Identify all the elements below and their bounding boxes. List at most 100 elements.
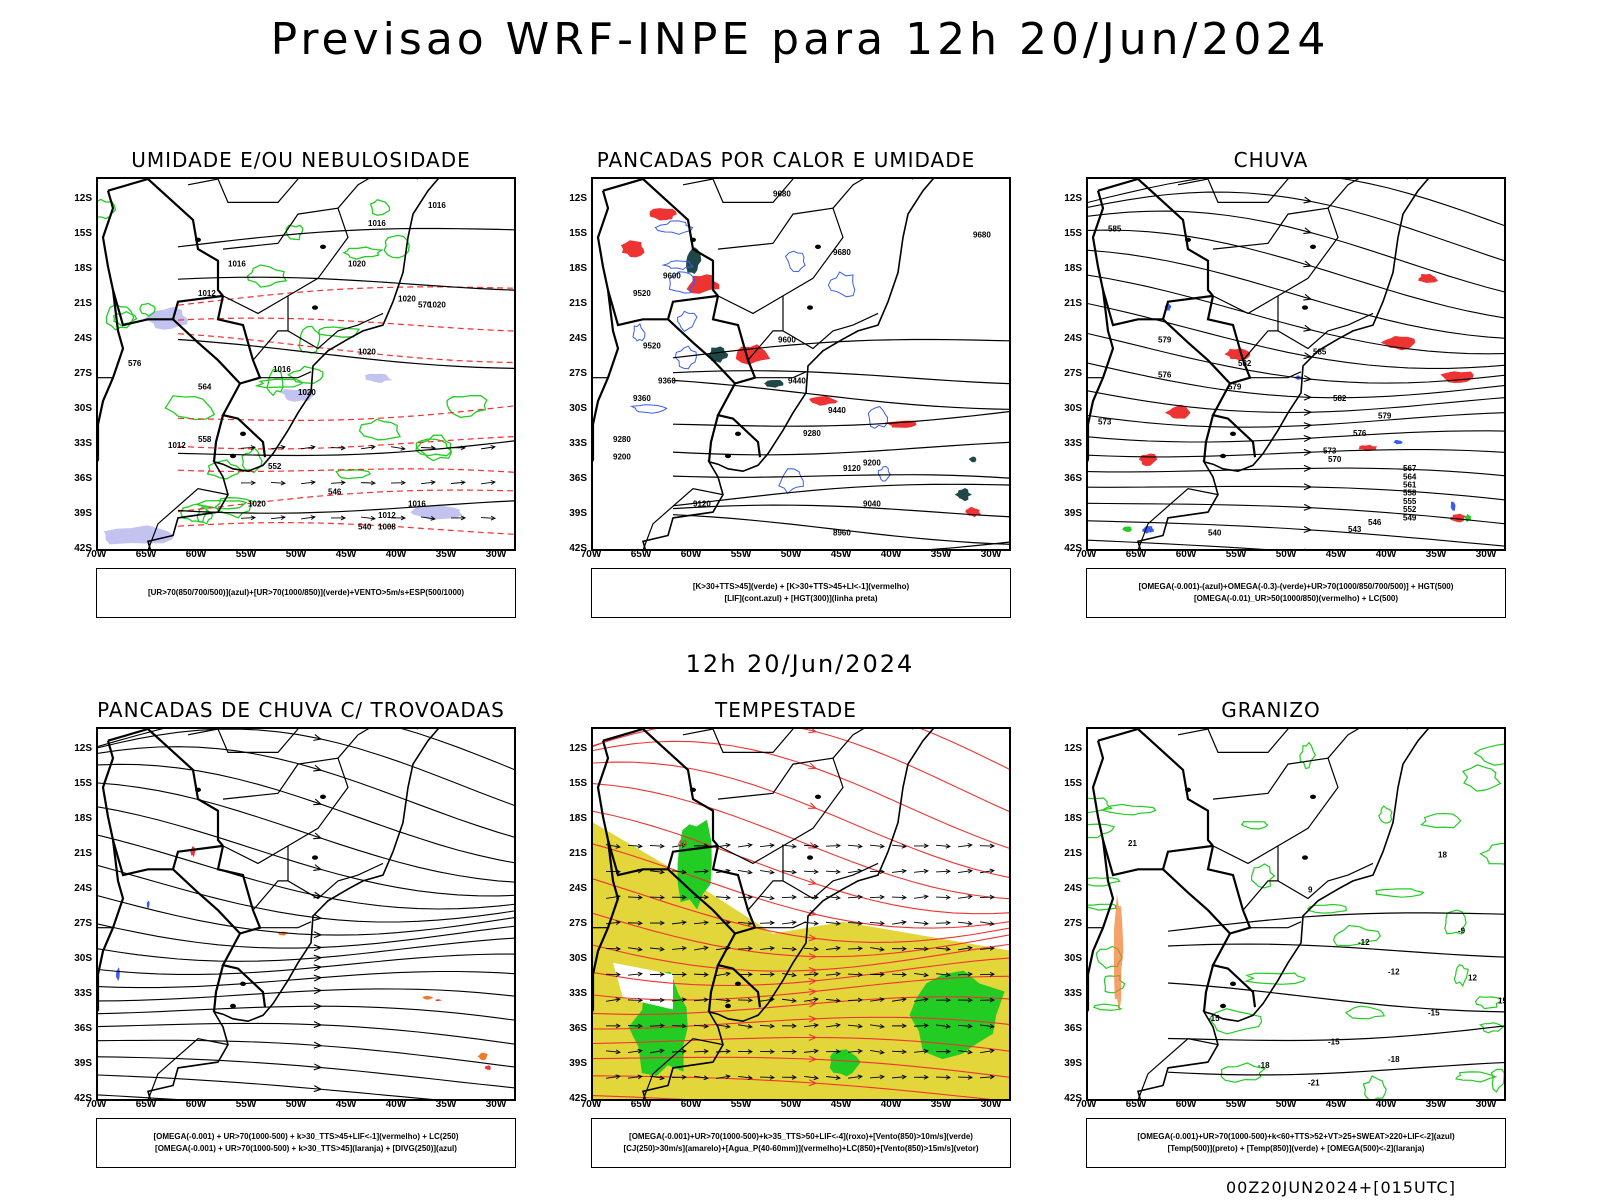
contour-label: 9280 (803, 429, 821, 438)
streamline (1088, 520, 1504, 547)
lon-tick-label: 50W (285, 1099, 307, 1110)
streamline (593, 957, 1009, 987)
contour-label: 9 (1308, 886, 1313, 895)
lake-marker (320, 794, 326, 799)
lon-tick-label: 50W (1275, 549, 1297, 560)
green-contour (1461, 764, 1502, 792)
lon-tick-label: 65W (135, 1099, 157, 1110)
wind-vector (979, 946, 995, 951)
border-line (101, 190, 173, 327)
streamline-arrow (313, 914, 323, 921)
streamline-arrow (1303, 548, 1313, 549)
lat-tick-label: 15S (1064, 228, 1082, 239)
lake-marker (690, 237, 696, 242)
wind-vector (958, 868, 973, 874)
streamline (593, 729, 1009, 770)
lake-marker (725, 453, 731, 459)
streamline (593, 1095, 687, 1099)
basemap (593, 729, 935, 1099)
lon-tick-label: 60W (680, 1099, 702, 1110)
green-contour (1375, 888, 1425, 898)
streamline-arrow (808, 762, 818, 770)
green-contour (1479, 842, 1504, 865)
green-contour (1420, 812, 1462, 829)
lon-tick-label: 50W (780, 1099, 802, 1110)
border-line (98, 839, 125, 1013)
red-rain-area (1440, 371, 1474, 383)
contour-label: -12 (1358, 938, 1370, 947)
contour-line (672, 504, 1009, 518)
wind-vector (420, 445, 436, 451)
lake-marker (725, 1003, 731, 1009)
lake-marker (230, 1003, 236, 1009)
contour-label: 1016 (228, 260, 246, 269)
border-line (1091, 190, 1163, 327)
green-contour (298, 325, 321, 354)
lat-tick-label: 18S (74, 263, 92, 274)
border-line (1202, 414, 1215, 462)
wind-vector (481, 480, 496, 485)
wind-vector (627, 1023, 643, 1029)
orange-storm-area (477, 1052, 488, 1061)
lake-marker (230, 453, 236, 459)
wind-vector (913, 868, 929, 874)
streamline-arrow (1303, 260, 1313, 268)
lake-marker (312, 855, 318, 860)
blue-contour (629, 404, 668, 414)
border-line (101, 740, 173, 877)
contour-label: 9440 (788, 377, 806, 386)
panel-title-pancadas-calor: PANCADAS POR CALOR E UMIDADE (596, 148, 976, 172)
wind-vector (649, 895, 666, 900)
green-contour (1088, 903, 1118, 911)
wind-vector (826, 1022, 841, 1028)
green-contour (286, 365, 324, 385)
streamline-arrow (313, 764, 323, 772)
streamline (98, 988, 514, 1002)
wind-vector (759, 971, 776, 977)
wind-vector (803, 843, 819, 849)
green-contour (415, 438, 453, 457)
wind-vector (649, 869, 665, 875)
streamline-arrow (808, 1000, 818, 1008)
border-line (1097, 179, 1214, 297)
wind-vector (693, 1049, 709, 1054)
lat-tick-label: 42S (569, 1093, 587, 1104)
border-line (602, 729, 719, 847)
lat-tick-label: 36S (74, 473, 92, 484)
lon-tick-label: 40W (880, 1099, 902, 1110)
blue-contour (778, 468, 804, 495)
contour-label: 579 (1158, 336, 1172, 345)
wind-vector (649, 920, 666, 926)
streamline (98, 937, 514, 962)
red-instability-area (620, 240, 645, 258)
legend-line: [LIF](cont.azul) + [HGT(300)](linha pret… (724, 594, 878, 603)
blue-contour (661, 260, 694, 271)
wind-vector (980, 868, 995, 874)
wind-vector (869, 972, 886, 977)
wind-vector (825, 945, 841, 951)
wind-vector (825, 1075, 841, 1081)
wind-vector (693, 997, 709, 1003)
lat-tick-label: 33S (1064, 988, 1082, 999)
green-contour (1490, 1068, 1504, 1093)
wind-vectors (605, 842, 996, 1081)
border-line (1088, 289, 1115, 463)
streamline-arrow (1303, 503, 1313, 511)
contour-label: 1020 (248, 499, 266, 508)
wind-vector (913, 946, 929, 952)
lon-tick-label: 45W (830, 549, 852, 560)
streamline-arrow (1303, 526, 1313, 534)
contour-labels: -9 -12 -15 -15 -18 -12 -15 -18 -21 12 15 18 21 9 (1128, 839, 1504, 1088)
lon-tick-label: 70W (85, 1099, 107, 1110)
lat-tick-label: 21S (1064, 848, 1082, 859)
wind-vector (606, 1074, 621, 1080)
streamline (98, 953, 514, 975)
border-line (755, 921, 807, 929)
green-contour (1220, 1062, 1267, 1083)
wind-vector (803, 920, 819, 926)
basemap (593, 179, 935, 549)
border-line (187, 729, 299, 753)
wind-vector (958, 894, 973, 900)
wind-vector (913, 1023, 929, 1029)
lat-tick-label: 33S (1064, 438, 1082, 449)
